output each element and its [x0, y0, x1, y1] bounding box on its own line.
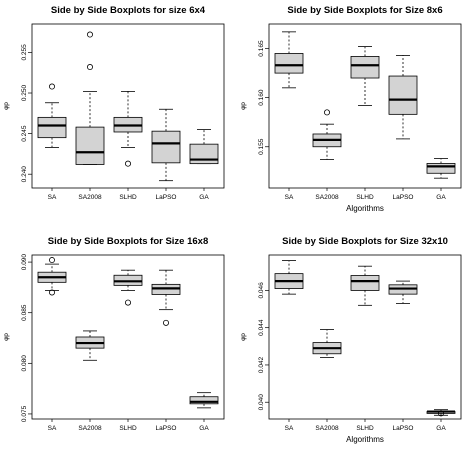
x-tick-label: LaPSO	[156, 194, 177, 201]
x-tick-label: SLHD	[356, 194, 374, 201]
x-tick-label: LaPSO	[156, 425, 177, 432]
chart-title: Side by Side Boxplots for Size 32x10	[282, 236, 448, 247]
x-tick-label: GA	[436, 425, 446, 432]
box-body	[350, 56, 380, 79]
box-sa	[37, 83, 67, 148]
box-ga	[426, 409, 456, 417]
box-body	[426, 163, 456, 174]
box-lapso	[151, 108, 181, 182]
box-sa2008	[312, 109, 342, 160]
y-tick-label: 0.046	[258, 282, 265, 299]
x-tick-label: SA2008	[78, 425, 102, 432]
chart-svg: Side by Side Boxplots for size 6x4 0.240 0…	[3, 5, 225, 201]
box-sa2008	[75, 31, 105, 165]
box-lapso	[151, 269, 181, 326]
x-tick-label: SA	[48, 194, 57, 201]
box-slhd	[113, 269, 143, 306]
x-tick-label: GA	[436, 194, 446, 201]
y-tick-label: 0.042	[258, 356, 265, 373]
chart-title: Side by Side Boxplots for size 6x4	[51, 5, 206, 16]
x-tick-label: GA	[199, 425, 209, 432]
x-tick-label: SLHD	[356, 425, 374, 432]
box-body	[189, 396, 219, 405]
chart-svg: Side by Side Boxplots for Size 16x8 0.075…	[3, 236, 225, 432]
box-ga	[426, 158, 456, 179]
box-lapso	[388, 55, 418, 140]
panel-32x10: Side by Side Boxplots for Size 32x10 0.04…	[237, 231, 474, 462]
y-tick-label: 0.075	[21, 405, 28, 422]
y-axis-label: φp	[3, 333, 10, 341]
y-tick-label: 0.080	[21, 355, 28, 372]
outlier-point	[87, 31, 94, 38]
y-tick-label: 0.085	[21, 304, 28, 321]
outlier-point	[324, 109, 331, 116]
box-body	[350, 275, 380, 291]
box-sa	[274, 260, 304, 295]
box-body	[189, 143, 219, 165]
box-sa2008	[75, 330, 105, 361]
chart-svg: Side by Side Boxplots for Size 8x6 0.155 0…	[240, 5, 462, 213]
outlier-point	[49, 289, 56, 296]
box-body	[274, 53, 304, 74]
y-tick-label: 0.155	[258, 138, 265, 155]
outlier-point	[125, 160, 132, 167]
y-tick-label: 0.040	[258, 394, 265, 411]
y-tick-label: 0.165	[258, 40, 265, 57]
x-tick-label: SA	[285, 194, 294, 201]
x-tick-label: SA	[285, 425, 294, 432]
panel-6x4: Side by Side Boxplots for size 6x4 0.240 0…	[0, 0, 237, 231]
box-body	[388, 75, 418, 115]
box-sa2008	[312, 329, 342, 358]
chart-title: Side by Side Boxplots for Size 8x6	[287, 5, 442, 16]
outlier-point	[125, 299, 132, 306]
panel-16x8: Side by Side Boxplots for Size 16x8 0.075…	[0, 231, 237, 462]
x-tick-label: SA2008	[78, 194, 102, 201]
chart-svg: Side by Side Boxplots for Size 32x10 0.04…	[240, 236, 462, 444]
x-tick-label: SLHD	[119, 194, 137, 201]
x-tick-label: SA2008	[315, 194, 339, 201]
y-tick-label: 0.160	[258, 89, 265, 106]
box-sa	[37, 257, 67, 296]
box-body	[151, 130, 181, 164]
y-axis-label: φp	[240, 102, 247, 110]
box-ga	[189, 129, 219, 165]
chart-title: Side by Side Boxplots for Size 16x8	[48, 236, 209, 247]
outlier-point	[87, 64, 94, 71]
box-slhd	[113, 90, 143, 167]
x-tick-label: SA2008	[315, 425, 339, 432]
y-tick-label: 0.250	[21, 84, 28, 101]
y-tick-label: 0.255	[21, 44, 28, 61]
box-sa	[274, 31, 304, 89]
x-tick-label: GA	[199, 194, 209, 201]
y-tick-label: 0.044	[258, 319, 265, 336]
box-body	[75, 126, 105, 165]
outlier-point	[162, 319, 169, 326]
y-tick-label: 0.240	[21, 166, 28, 183]
outlier-point	[49, 257, 56, 264]
x-tick-label: LaPSO	[393, 194, 414, 201]
y-tick-label: 0.090	[21, 254, 28, 271]
outlier-point	[437, 410, 444, 417]
x-axis-label: Algorithms	[346, 435, 384, 444]
box-lapso	[388, 280, 418, 304]
y-axis-label: φp	[3, 102, 10, 110]
x-tick-label: SA	[48, 425, 57, 432]
box-slhd	[350, 46, 380, 106]
panel-8x6: Side by Side Boxplots for Size 8x6 0.155 0…	[237, 0, 474, 231]
x-tick-label: SLHD	[119, 425, 137, 432]
y-axis-label: φp	[240, 333, 247, 341]
box-slhd	[350, 265, 380, 306]
y-tick-label: 0.245	[21, 125, 28, 142]
x-axis-label: Algorithms	[346, 204, 384, 213]
box-body	[37, 116, 67, 139]
x-tick-label: LaPSO	[393, 425, 414, 432]
outlier-point	[49, 83, 56, 90]
box-ga	[189, 392, 219, 409]
